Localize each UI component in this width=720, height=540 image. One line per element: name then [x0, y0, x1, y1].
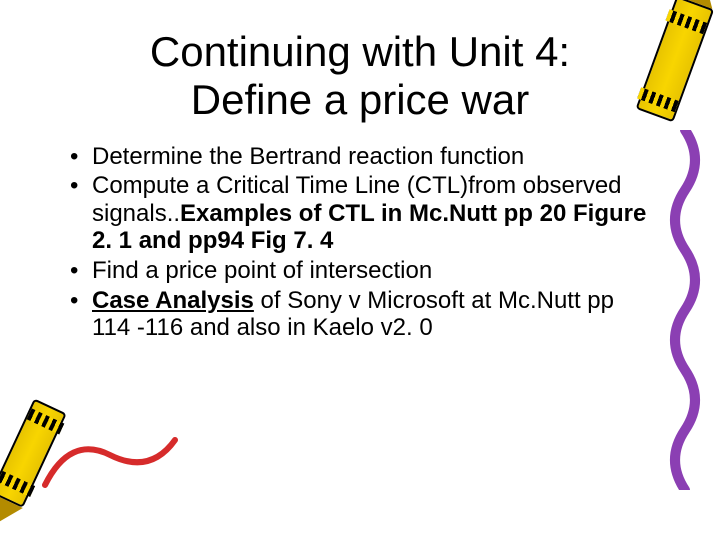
title-line-1: Continuing with Unit 4:	[150, 28, 570, 75]
bullet-item: Compute a Critical Time Line (CTL)from o…	[70, 172, 650, 255]
title-line-2: Define a price war	[191, 76, 529, 123]
crayon-band	[665, 9, 707, 34]
crayon-band	[637, 87, 679, 112]
bullet-text: Find a price point of intersection	[92, 257, 432, 284]
bullet-text: Determine the Bertrand reaction function	[92, 143, 524, 170]
slide-title: Continuing with Unit 4: Define a price w…	[70, 28, 650, 125]
bullet-item: Case Analysis of Sony v Microsoft at Mc.…	[70, 287, 650, 342]
squiggle-icon	[665, 130, 705, 490]
slide: Continuing with Unit 4: Define a price w…	[0, 0, 720, 540]
bullet-item: Determine the Bertrand reaction function	[70, 143, 650, 171]
bullet-text-bold-underline: Case Analysis	[92, 287, 254, 314]
bullet-list: Determine the Bertrand reaction function…	[70, 143, 650, 342]
red-curve-icon	[40, 430, 180, 490]
crayon-band	[0, 471, 35, 497]
bullet-item: Find a price point of intersection	[70, 257, 650, 285]
